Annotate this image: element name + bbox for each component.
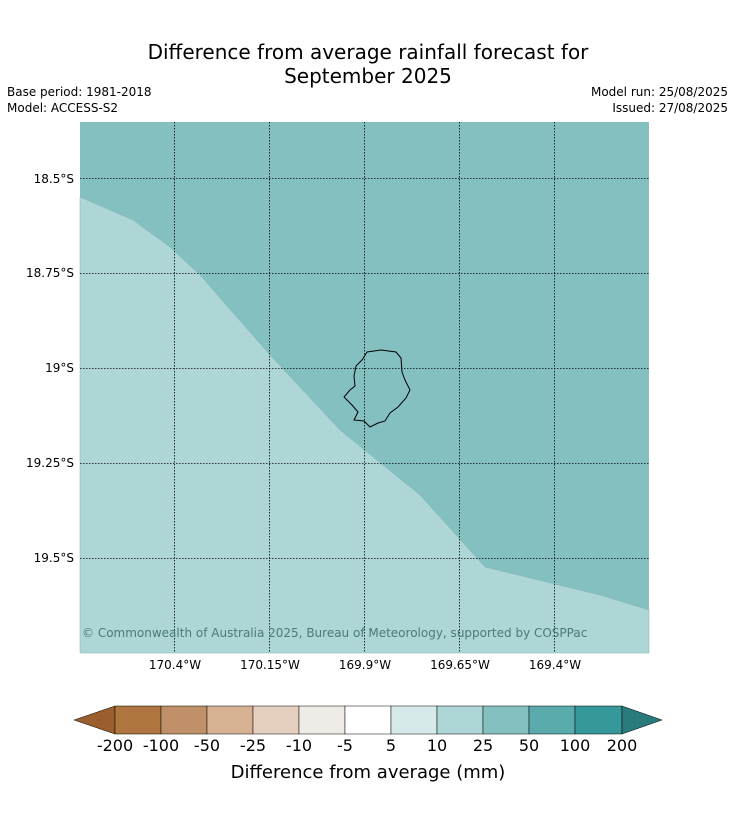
colorbar-bin-10: [528, 705, 576, 735]
region-25-to-50: [79, 196, 650, 654]
colorbar-bin-3: [206, 705, 254, 735]
colorbar-tick-7: 5: [385, 736, 397, 755]
colorbar-tick-9: 25: [472, 736, 494, 755]
colorbar: [73, 705, 663, 735]
colorbar-tick-8: 10: [426, 736, 448, 755]
lat-label-3: 19°S: [45, 361, 74, 375]
lat-label-1: 18.5°S: [33, 172, 74, 186]
colorbar-extend-high: [621, 705, 663, 735]
lon-label-1: 170.4°W: [148, 658, 202, 672]
colorbar-bin-1: [114, 705, 162, 735]
colorbar-extend-low: [73, 705, 116, 735]
issued-label: Issued: 27/08/2025: [612, 101, 728, 115]
colorbar-bin-9: [482, 705, 530, 735]
colorbar-tick-12: 200: [606, 736, 638, 755]
colorbar-tick-2: -100: [142, 736, 180, 755]
lat-label-4: 19.25°S: [26, 456, 74, 470]
colorbar-tick-3: -50: [193, 736, 221, 755]
map-title-line2: September 2025: [284, 64, 452, 88]
base-period-label: Base period: 1981-2018: [7, 85, 152, 99]
lat-label-2: 18.75°S: [26, 266, 74, 280]
colorbar-bin-2: [160, 705, 208, 735]
colorbar-bin-5: [298, 705, 346, 735]
colorbar-label: Difference from average (mm): [230, 762, 506, 783]
lon-label-3: 169.9°W: [338, 658, 392, 672]
lat-label-5: 19.5°S: [33, 551, 74, 565]
colorbar-bin-6: [344, 705, 392, 735]
colorbar-tick-1: -200: [96, 736, 134, 755]
colorbar-bin-4: [252, 705, 300, 735]
lon-label-4: 169.65°W: [430, 658, 490, 672]
colorbar-tick-6: -5: [337, 736, 353, 755]
gridlines: [80, 122, 649, 653]
lon-label-5: 169.4°W: [528, 658, 582, 672]
colorbar-bin-8: [436, 705, 484, 735]
model-run-label: Model run: 25/08/2025: [590, 85, 728, 99]
lon-label-2: 170.15°W: [240, 658, 300, 672]
colorbar-tick-5: -10: [285, 736, 313, 755]
colorbar-bin-11: [574, 705, 623, 735]
map-title-line1: Difference from average rainfall forecas…: [147, 40, 589, 64]
colorbar-tick-11: 100: [559, 736, 591, 755]
colorbar-tick-10: 50: [518, 736, 540, 755]
model-label: Model: ACCESS-S2: [7, 101, 119, 115]
colorbar-bin-7: [390, 705, 438, 735]
colorbar-tick-4: -25: [239, 736, 267, 755]
copyright-notice: © Commonwealth of Australia 2025, Bureau…: [82, 626, 587, 640]
island-coastline: [343, 349, 411, 428]
